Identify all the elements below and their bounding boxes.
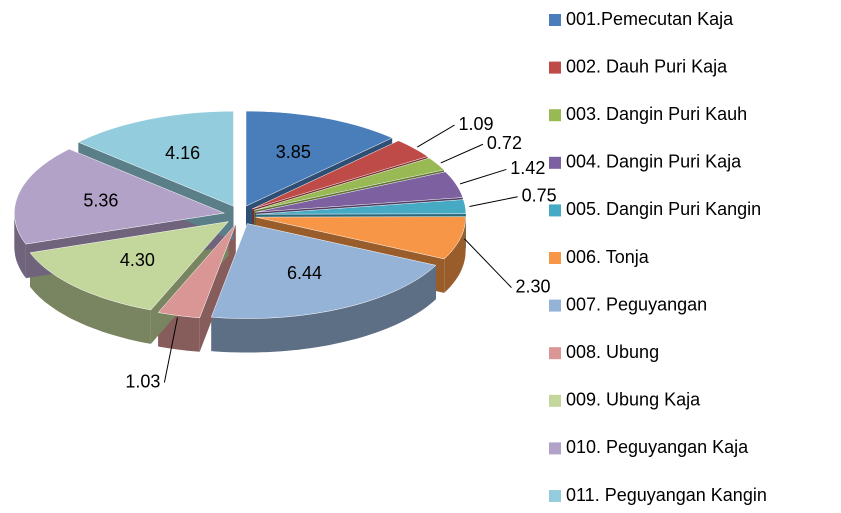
data-label: 5.36 xyxy=(83,190,118,210)
leader-line xyxy=(417,124,455,148)
legend-label: 003. Dangin Puri Kauh xyxy=(566,104,747,124)
slice xyxy=(252,140,429,210)
slice xyxy=(255,216,466,260)
leader-line xyxy=(163,317,178,383)
slice-side xyxy=(30,252,151,344)
data-label: 1.42 xyxy=(510,158,545,178)
legend-swatch xyxy=(549,394,561,407)
legend-swatch xyxy=(549,14,561,26)
data-label: 6.44 xyxy=(287,263,322,283)
data-label: 0.75 xyxy=(522,185,557,205)
legend-swatch xyxy=(549,347,561,360)
data-label: 3.85 xyxy=(276,142,311,162)
legend-swatch xyxy=(549,299,561,312)
data-label: 2.30 xyxy=(515,276,550,296)
slice xyxy=(29,221,230,311)
leader-line xyxy=(469,196,518,207)
slice xyxy=(14,148,226,245)
slice xyxy=(255,199,467,215)
legend-swatch xyxy=(549,61,561,74)
slice xyxy=(77,110,234,207)
legend-label: 001.Pemecutan Kaja xyxy=(566,9,734,29)
legend-label: 004. Dangin Puri Kaja xyxy=(566,152,742,172)
slice xyxy=(210,223,437,319)
data-label: 0.72 xyxy=(487,133,522,153)
legend-label: 007. Peguyangan xyxy=(566,294,707,314)
leader-line xyxy=(464,238,512,288)
data-label: 4.16 xyxy=(165,143,200,163)
slice-side xyxy=(211,265,436,353)
leader-line xyxy=(440,143,484,164)
legend-swatch xyxy=(549,204,561,217)
legend-swatch xyxy=(549,442,561,455)
legend-label: 009. Ubung Kaja xyxy=(566,390,701,410)
legend-swatch xyxy=(549,252,561,264)
legend-label: 006. Tonja xyxy=(566,247,650,267)
slice xyxy=(157,224,236,319)
slice-side xyxy=(444,217,466,293)
legend-label: 008. Ubung xyxy=(566,342,659,362)
slice xyxy=(245,110,393,207)
data-label: 1.09 xyxy=(458,114,493,134)
legend-label: 011. Peguyangan Kangin xyxy=(566,485,767,505)
data-label: 1.03 xyxy=(125,371,160,391)
pie-tops xyxy=(14,110,467,319)
legend-label: 005. Dangin Puri Kangin xyxy=(566,199,761,219)
slice xyxy=(255,171,464,213)
slice xyxy=(253,157,445,211)
legend-swatch xyxy=(549,109,561,122)
legend-label: 002. Dauh Puri Kaja xyxy=(566,56,728,76)
data-label: 4.30 xyxy=(120,250,155,270)
legend-swatch xyxy=(549,490,561,502)
leader-line xyxy=(459,168,507,185)
legend-label: 010. Peguyangan Kaja xyxy=(566,437,749,457)
legend-swatch xyxy=(549,156,561,169)
